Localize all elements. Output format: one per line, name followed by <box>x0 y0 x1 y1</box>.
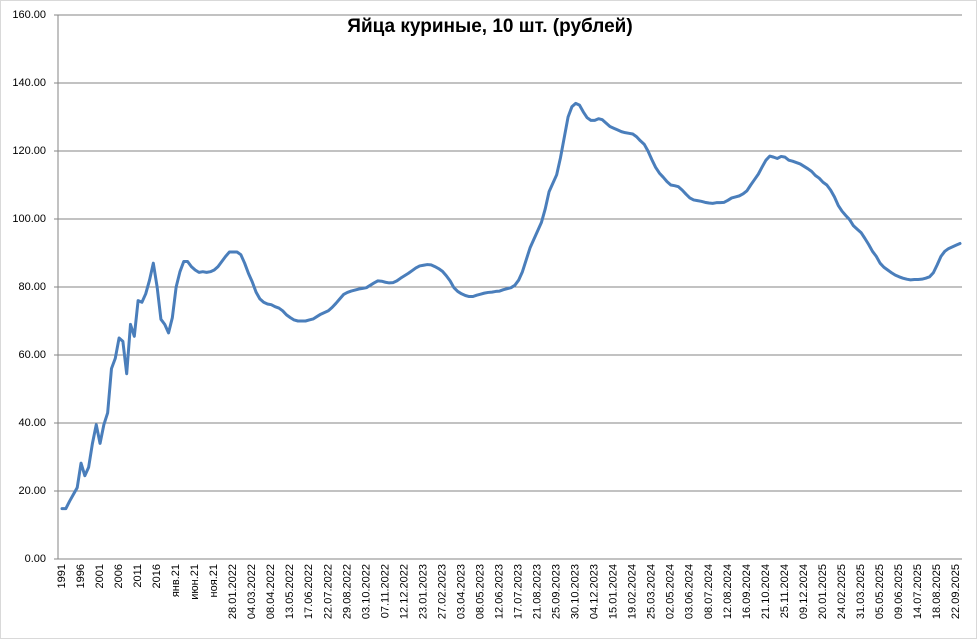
x-tick-label: 27.02.2023 <box>436 564 448 619</box>
x-tick-label: 12.06.2023 <box>493 564 505 619</box>
x-tick-label: янв.21 <box>170 564 182 597</box>
x-tick-label: 08.04.2022 <box>265 564 277 619</box>
x-tick-label: 30.10.2023 <box>570 564 582 619</box>
x-tick-label: 07.11.2022 <box>379 564 391 618</box>
x-tick-label: 02.05.2024 <box>665 564 677 619</box>
y-tick-label: 160.00 <box>12 9 46 21</box>
x-tick-label: 24.02.2025 <box>836 564 848 619</box>
x-tick-label: 03.06.2024 <box>684 564 696 619</box>
x-tick-label: 1996 <box>75 564 87 588</box>
x-tick-label: 31.03.2025 <box>855 564 867 619</box>
x-tick-label: 09.12.2024 <box>798 564 810 619</box>
x-tick-label: 2006 <box>113 564 125 588</box>
x-tick-label: 08.05.2023 <box>474 564 486 619</box>
x-tick-label: 2001 <box>94 564 106 588</box>
x-tick-label: июн.21 <box>189 564 201 600</box>
line <box>60 101 962 511</box>
x-tick-label: 23.01.2023 <box>417 564 429 619</box>
x-tick-label: 2016 <box>151 564 163 588</box>
x-tick-label: 12.08.2024 <box>722 564 734 619</box>
x-tick-label: 15.01.2024 <box>608 564 620 619</box>
x-tick-label: 2011 <box>132 564 144 588</box>
x-tick-label: 25.09.2023 <box>551 564 563 619</box>
x-tick-label: 21.08.2023 <box>532 564 544 619</box>
x-tick-label: 09.06.2025 <box>893 564 905 619</box>
y-tick-label: 20.00 <box>18 485 46 497</box>
y-tick-label: 100.00 <box>12 213 46 225</box>
x-tick-label: 05.05.2025 <box>874 564 886 619</box>
x-tick-label: ноя.21 <box>208 564 220 597</box>
x-tick-label: 16.09.2024 <box>741 564 753 619</box>
x-tick-label: 21.10.2024 <box>760 564 772 619</box>
x-tick-label: 18.08.2025 <box>931 564 943 619</box>
x-tick-label: 13.05.2022 <box>284 564 296 619</box>
x-tick-label: 17.07.2023 <box>513 564 525 619</box>
x-tick-label: 17.06.2022 <box>303 564 315 619</box>
x-tick-label: 12.12.2022 <box>398 564 410 619</box>
chart-title: Яйца куриные, 10 шт. (рублей) <box>347 16 632 37</box>
x-tick-label: 03.04.2023 <box>455 564 467 619</box>
y-tick-label: 120.00 <box>12 145 46 157</box>
x-tick-label: 19.02.2024 <box>627 564 639 619</box>
x-tick-label: 22.07.2022 <box>322 564 334 619</box>
x-tick-label: 14.07.2025 <box>912 564 924 619</box>
x-tick-label: 28.01.2022 <box>227 564 239 619</box>
x-tick-label: 25.11.2024 <box>779 564 791 618</box>
x-tick-label: 03.10.2022 <box>360 564 372 619</box>
x-tick-label: 08.07.2024 <box>703 564 715 619</box>
x-tick-label: 04.03.2022 <box>246 564 258 619</box>
x-tick-label: 22.09.2025 <box>950 564 962 619</box>
x-tick-label: 20.01.2025 <box>817 564 829 619</box>
x-tick-label: 25.03.2024 <box>646 564 658 619</box>
y-tick-label: 140.00 <box>12 77 46 89</box>
x-tick-label: 1991 <box>56 564 68 588</box>
y-tick-label: 0.00 <box>25 553 46 565</box>
x-tick-label: 04.12.2023 <box>589 564 601 619</box>
x-tick-label: 29.08.2022 <box>341 564 353 619</box>
y-tick-label: 80.00 <box>18 281 46 293</box>
y-tick-label: 40.00 <box>18 417 46 429</box>
y-tick-label: 60.00 <box>18 349 46 361</box>
